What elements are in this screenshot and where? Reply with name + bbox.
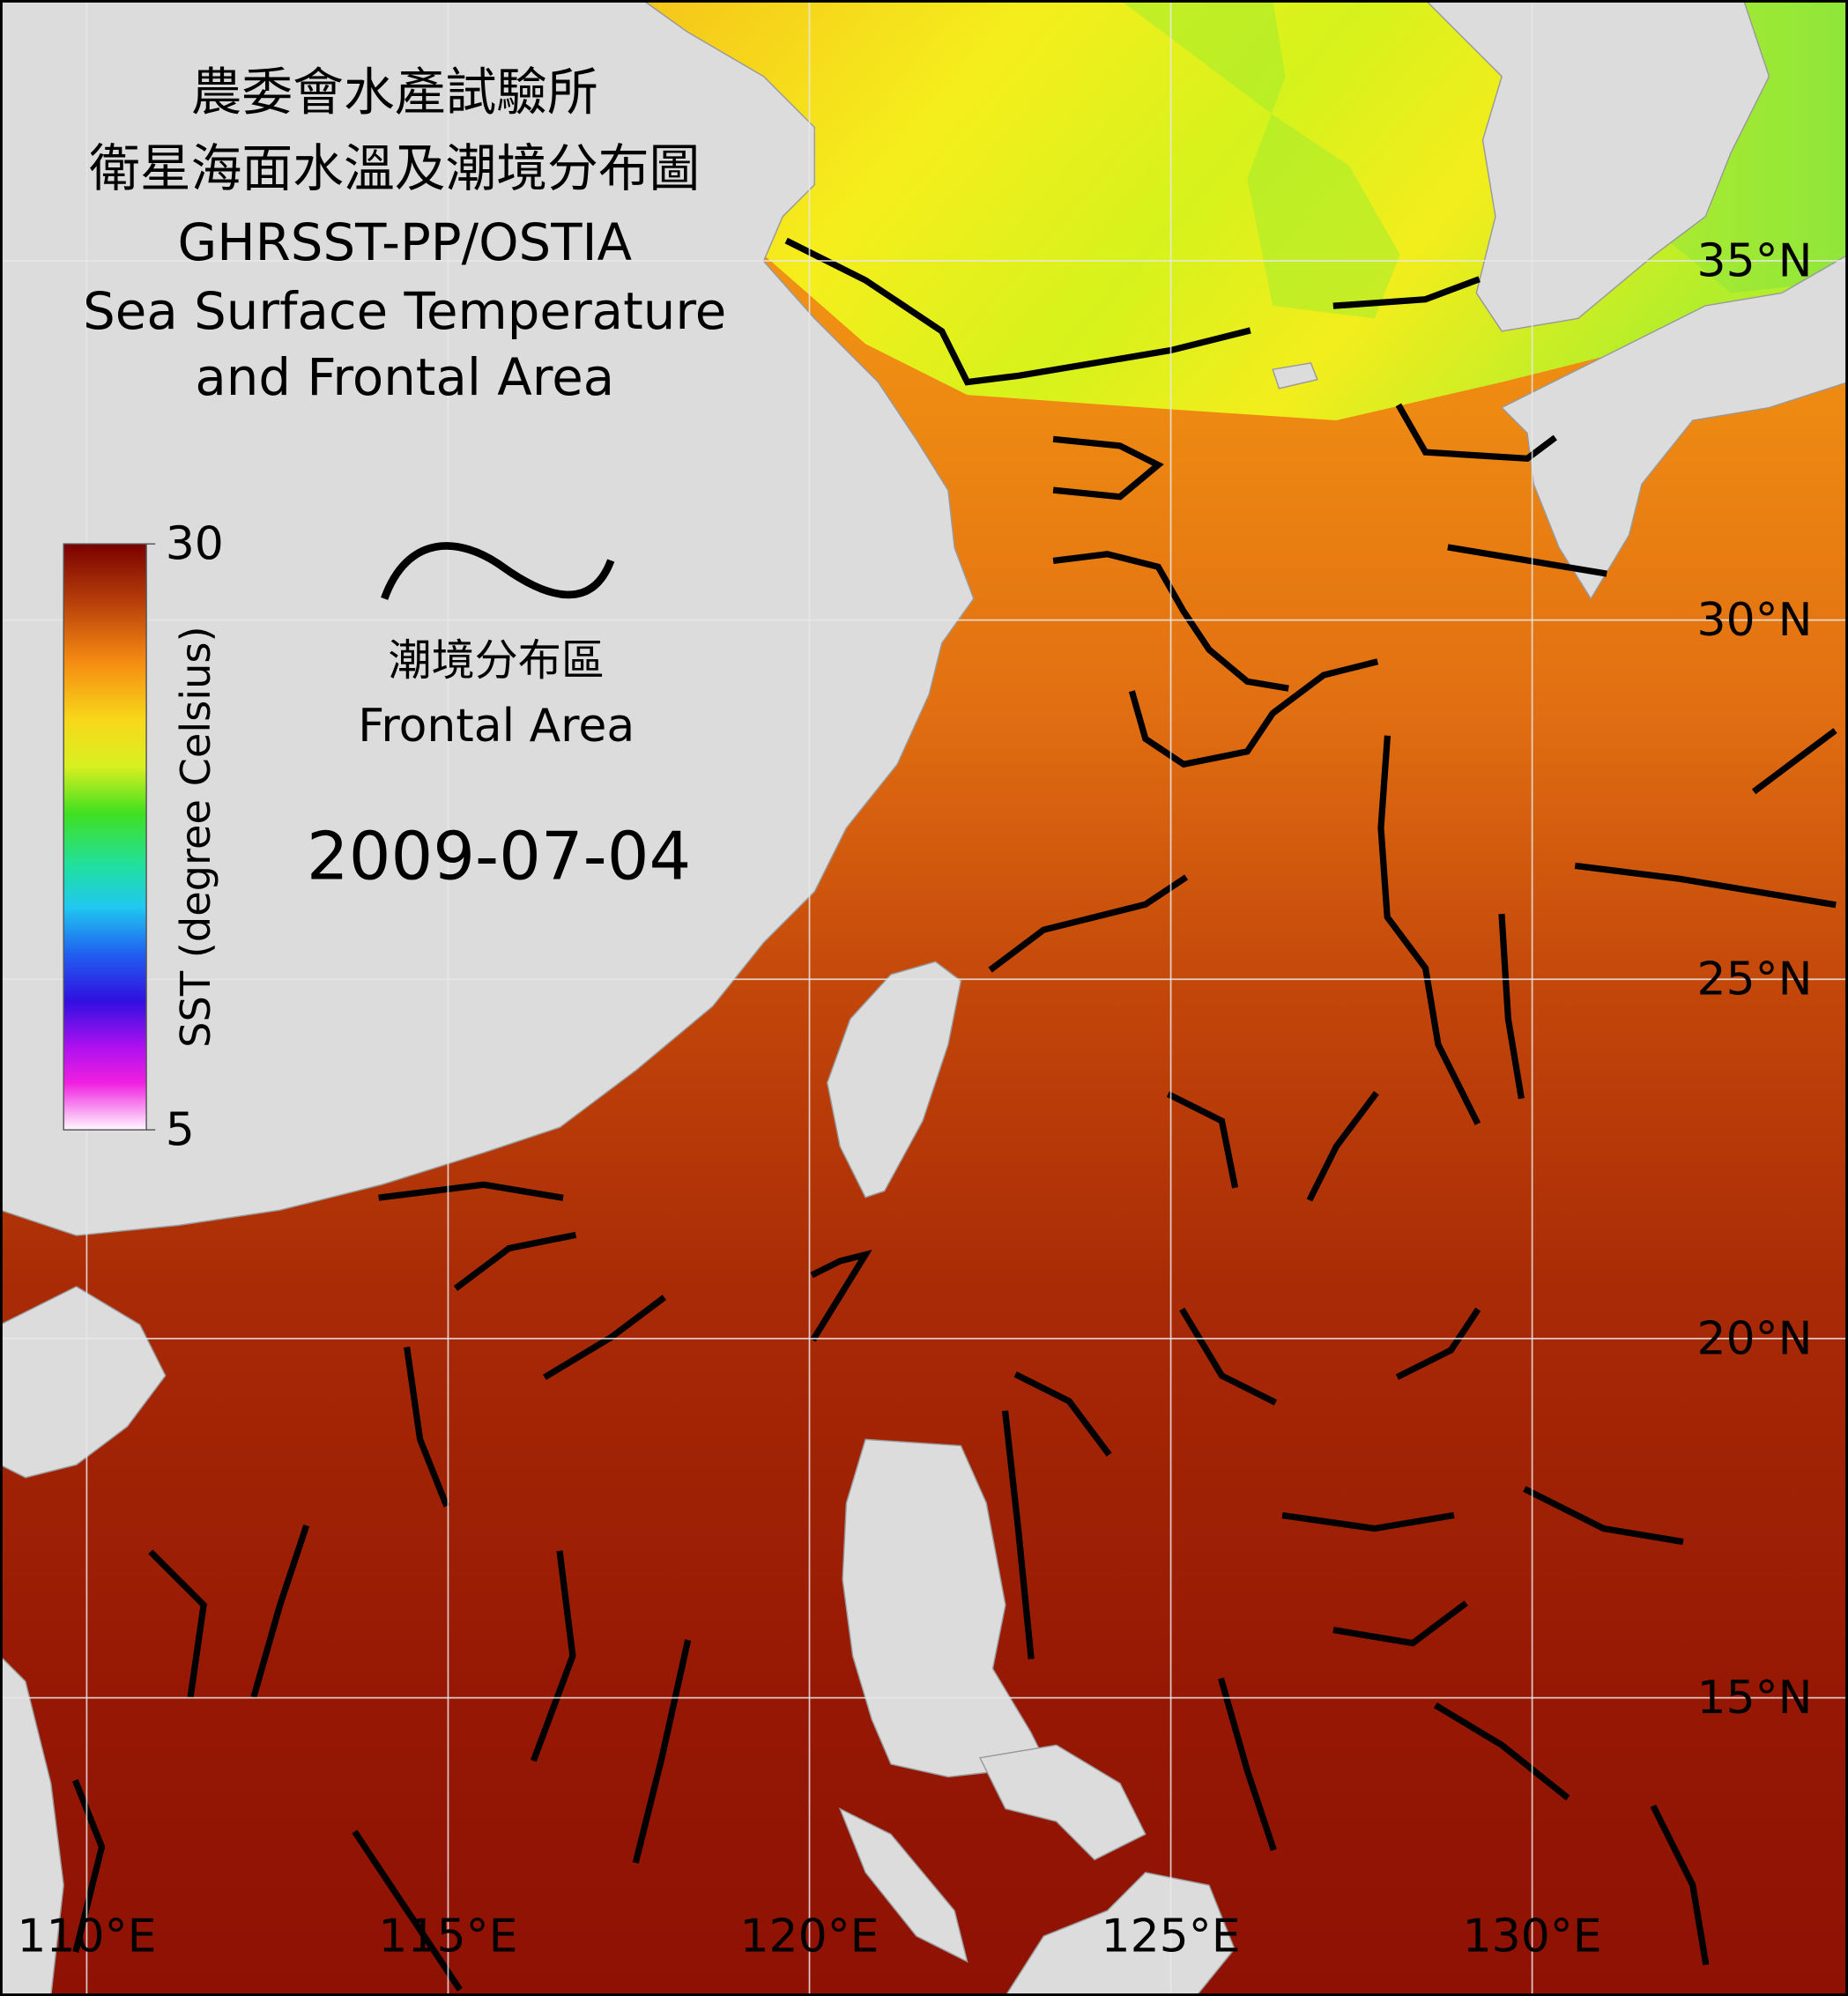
y-tick-label: 25°N (1697, 953, 1813, 1006)
colorbar (63, 543, 147, 1131)
title-line: 農委會水產試驗所 (191, 62, 598, 122)
colorbar-ticks: 30 5 (146, 518, 224, 1156)
title-line: Sea Surface Temperature (83, 281, 726, 341)
land-taiwan (826, 961, 962, 1198)
frontal-lines (71, 237, 1837, 1992)
graticule-labels: 110°E 115°E 120°E 125°E 130°E 35°N 30°N 25°N 20°… (17, 234, 1812, 1963)
legend-text: 潮境分布區 (389, 634, 605, 686)
cool-patch (1119, 0, 1400, 319)
x-tick-label: 120°E (739, 1910, 879, 1963)
land-hainan (0, 1286, 167, 1479)
colorbar-tick-label: 5 (166, 1103, 195, 1156)
date: 2009-07-04 (307, 817, 691, 894)
x-tick-label: 115°E (378, 1910, 517, 1963)
land-visayas (838, 1744, 1236, 1996)
colorbar-tick-label: 30 (166, 518, 224, 571)
y-tick-label: 30°N (1697, 594, 1813, 647)
x-tick-label: 130°E (1463, 1910, 1602, 1963)
y-tick-label: 35°N (1697, 234, 1813, 287)
land-jeju (1272, 362, 1318, 390)
title-line: 衛星海面水溫及潮境分布圖 (89, 138, 700, 198)
title-line: GHRSST-PP/OSTIA (177, 212, 632, 272)
colorbar-label: SST (degree Celsius) (172, 626, 219, 1047)
title-line: and Frontal Area (195, 347, 614, 407)
land-vietnam (0, 1655, 64, 1996)
legend-symbol (381, 542, 615, 600)
land-china (0, 0, 975, 1236)
x-tick-label: 125°E (1102, 1910, 1241, 1963)
y-tick-label: 15°N (1697, 1672, 1813, 1725)
land-japan (1500, 254, 1848, 600)
legend-text: Frontal Area (358, 700, 635, 753)
x-tick-label: 110°E (17, 1910, 156, 1963)
land-korea (1424, 0, 1770, 332)
title: 農委會水產試驗所 衛星海面水溫及潮境分布圖 GHRSST-PP/OSTIA Se… (83, 62, 726, 407)
y-tick-label: 20°N (1697, 1312, 1813, 1365)
